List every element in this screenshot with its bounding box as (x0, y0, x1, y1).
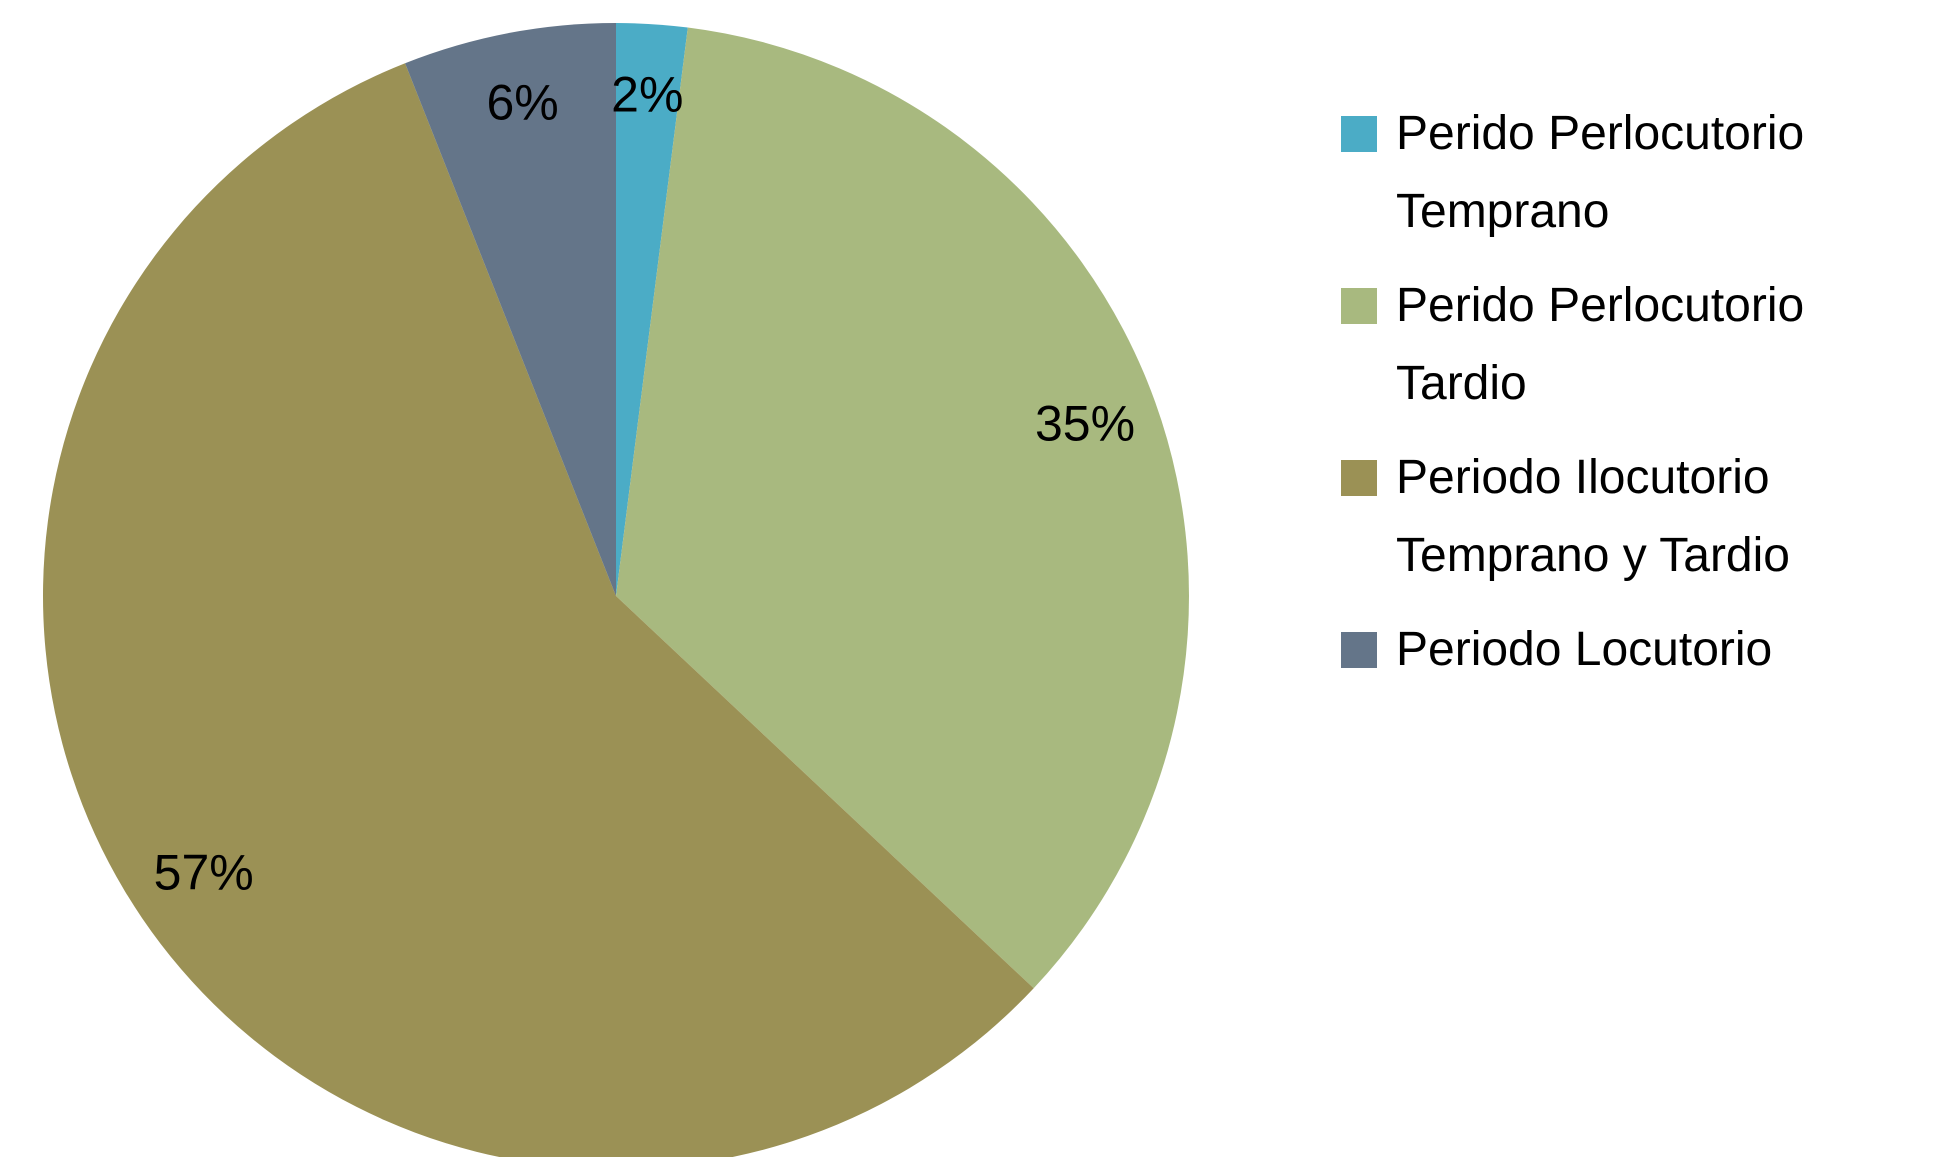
legend-item: Perido Perlocutorio Tardio (1341, 267, 1931, 439)
legend-item: Periodo Locutorio (1341, 611, 1931, 783)
pie-slice (616, 23, 688, 596)
legend-label: Perido Perlocutorio Tardio (1396, 279, 1805, 410)
legend-item: Periodo Ilocutorio Temprano y Tardio (1341, 439, 1931, 611)
legend: Perido Perlocutorio Temprano Perido Perlo… (1341, 95, 1931, 783)
legend-item: Perido Perlocutorio Temprano (1341, 95, 1931, 267)
legend-label: Perido Perlocutorio Temprano (1396, 107, 1805, 238)
data-label: 2% (611, 67, 683, 123)
data-label: 57% (154, 844, 254, 900)
legend-swatch (1341, 632, 1377, 668)
legend-swatch (1341, 116, 1377, 152)
legend-swatch (1341, 460, 1377, 496)
data-label: 35% (1035, 395, 1135, 451)
pie-slice (616, 27, 1189, 989)
pie-slice (405, 23, 616, 596)
data-label: 6% (486, 75, 558, 131)
legend-label: Periodo Locutorio (1396, 623, 1773, 676)
legend-swatch (1341, 288, 1377, 324)
legend-label: Periodo Ilocutorio Temprano y Tardio (1396, 451, 1790, 582)
pie-slice (43, 63, 1034, 1157)
